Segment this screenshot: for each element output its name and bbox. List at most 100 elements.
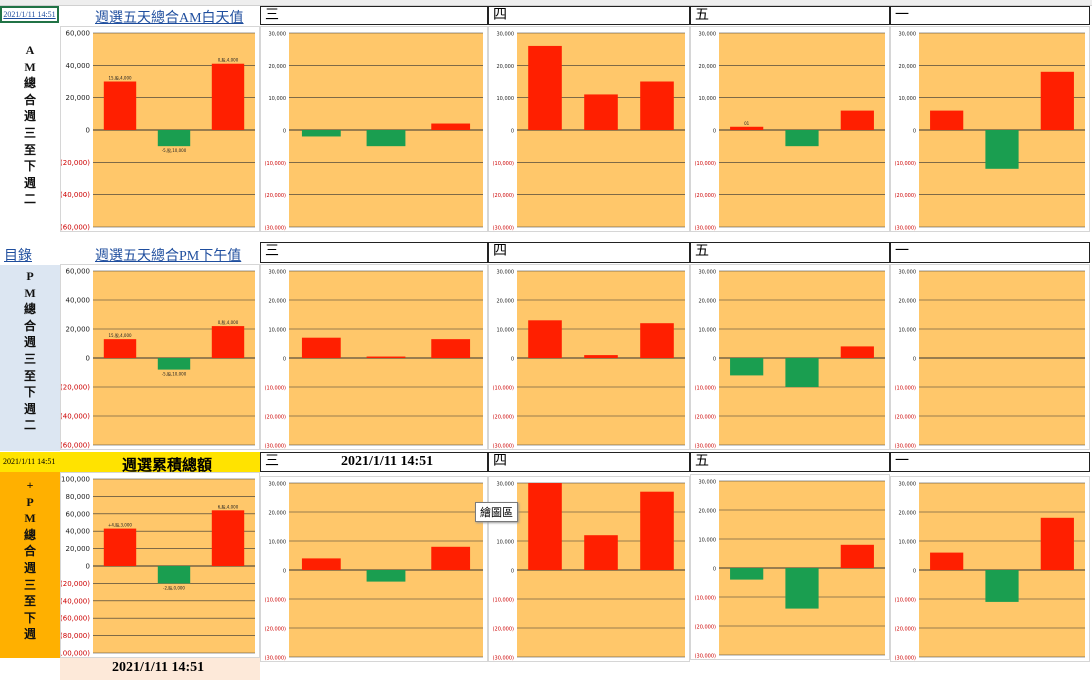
bar — [730, 126, 764, 130]
corner-timestamp-cell[interactable]: 2021/1/11 14:51 — [0, 6, 59, 23]
day-label: 一 — [895, 454, 909, 469]
y-tick-label: (20,000) — [695, 415, 716, 421]
chart-svg[interactable]: 30,00020,00010,0000(10,000)(20,000)(30,0… — [891, 265, 1089, 449]
corner-timestamp[interactable]: 2021/1/11 14:51 — [3, 10, 56, 19]
y-tick-label: 20,000 — [699, 299, 717, 305]
side-char: 下 — [23, 159, 36, 174]
chart-pm-thu[interactable]: 30,000 20,000 10,000 0 (10,000) (20,000) (30,0… — [488, 264, 690, 450]
y-tick-label: (10,000) — [895, 161, 916, 167]
chart-svg[interactable]: 30,00020,00010,0000(10,000)(20,000)(30,0… — [489, 477, 689, 661]
chart-am-fri[interactable]: 30,000 20,000 10,000 0 (10,000) (20,000) (30,0… — [690, 26, 890, 232]
y-tick-label: 0 — [713, 129, 716, 135]
side-char: 週 — [23, 109, 36, 124]
y-tick-label: (10,000) — [493, 386, 514, 392]
chart-am-mon[interactable]: 30,000 20,000 10,000 0 (10,000) (20,000) (30,0… — [890, 26, 1090, 232]
bar — [431, 123, 471, 130]
y-tick-label: (10,000) — [265, 161, 286, 167]
chart-svg[interactable]: 30,00020,00010,0000(10,000)(20,000)(30,0… — [489, 27, 689, 231]
y-tick-label: 20,000 — [699, 64, 717, 70]
y-tick-label: 0 — [86, 127, 90, 135]
y-tick-label: 10,000 — [497, 96, 515, 102]
chart-cum-sum[interactable]: 100,000 80,000 60,000 40,000 20,000 0 (20,000)… — [60, 472, 260, 658]
chart-svg[interactable]: 30,00020,00010,0000(10,000)(20,000)(30,0… — [261, 27, 487, 231]
bar — [103, 528, 137, 566]
day-label: 三 — [265, 8, 279, 23]
chart-pm-sum[interactable]: 60,000 40,000 20,000 0 (20,000) (40,000) (60,0… — [60, 264, 260, 450]
y-tick-label: (30,000) — [493, 226, 514, 232]
cum-timestamp-cell: 2021/1/11 14:51 — [3, 457, 55, 466]
chart-pm-wed[interactable]: 30,000 20,000 10,000 0 (10,000) (20,000) (30,0… — [260, 264, 488, 450]
y-tick-label: (30,000) — [265, 656, 286, 662]
chart-am-wed[interactable]: 30,000 20,000 10,000 0 (10,000) (20,000) (30,0… — [260, 26, 488, 232]
chart-svg[interactable]: 30,00020,00010,0000(10,000)(20,000)(30,0… — [691, 475, 889, 659]
y-tick-label: (60,000) — [61, 615, 90, 623]
chart-cum-fri[interactable]: 30,000 20,000 10,000 0 (10,000) (20,000) (30,0… — [690, 474, 890, 660]
cum-title: 週選累積總額 — [122, 458, 213, 474]
chart-svg[interactable]: 60,000 40,000 20,000 0 (20,000) (40,000) (60,0… — [61, 27, 259, 231]
side-char: M — [24, 511, 36, 526]
chart-pm-mon[interactable]: 30,000 20,000 10,000 0 (10,000) (20,000) (30,0… — [890, 264, 1090, 450]
day-label: 四 — [493, 8, 507, 23]
chart-am-thu[interactable]: 30,000 20,000 10,000 0 (10,000) (20,000) (30,0… — [488, 26, 690, 232]
cum-center-timestamp: 2021/1/11 14:51 — [341, 454, 434, 469]
y-tick-label: 30,000 — [699, 270, 717, 276]
bottom-timestamp-bg — [60, 658, 260, 680]
chart-svg[interactable]: 30,00020,00010,0000(10,000)(20,000)(30,0… — [261, 477, 487, 661]
y-tick-label: 20,000 — [269, 511, 287, 517]
bar — [840, 346, 874, 358]
y-tick-label: 30,000 — [899, 270, 917, 276]
am-title-link[interactable]: 週選五天總合AM白天值 — [95, 11, 244, 26]
y-tick-label: (20,000) — [61, 580, 90, 588]
chart-svg[interactable]: 60,000 40,000 20,000 0 (20,000) (40,000) (60,0… — [61, 265, 259, 449]
y-tick-label: 30,000 — [269, 270, 287, 276]
chart-svg[interactable]: 30,00020,00010,0000(10,000)(20,000)(30,0… — [891, 27, 1089, 231]
y-tick-label: (10,000) — [493, 598, 514, 604]
side-char: 至 — [23, 368, 36, 383]
chart-cum-mon[interactable]: 30,000 20,000 10,000 0 (10,000) (20,000) (30,0… — [890, 476, 1090, 662]
y-tick-label: 20,000 — [269, 64, 287, 70]
pm-title-link[interactable]: 週選五天總合PM下午值 — [95, 249, 242, 264]
pm-side-bg — [0, 265, 60, 451]
y-tick-label: 10,000 — [497, 328, 515, 334]
chart-svg[interactable]: 30,00020,00010,0000(10,000)(20,000)(30,0… — [691, 265, 889, 449]
data-label: 0,股,4,000 — [218, 320, 239, 325]
chart-cum-thu[interactable]: 30,00020,00010,0000(10,000)(20,000)(30,0… — [488, 476, 690, 662]
y-tick-label: (20,000) — [265, 415, 286, 421]
bar — [301, 337, 341, 358]
pm-side-label: P M 總 合 週 三 至 下 週 二 — [0, 268, 60, 434]
y-tick-label: 100,000 — [61, 476, 90, 484]
y-tick-label: (30,000) — [695, 226, 716, 232]
y-tick-label: 10,000 — [497, 540, 515, 546]
y-tick-label: (20,000) — [265, 193, 286, 199]
side-char: 總 — [23, 527, 36, 542]
side-char: 至 — [23, 594, 36, 609]
y-tick-label: 10,000 — [899, 96, 917, 102]
bar — [640, 491, 674, 570]
chart-pm-fri[interactable]: 30,000 20,000 10,000 0 (10,000) (20,000) (30,0… — [690, 264, 890, 450]
y-tick-label: (60,000) — [61, 224, 90, 232]
chart-svg[interactable]: 30,00020,00010,0000(10,000)(20,000)(30,0… — [891, 477, 1089, 661]
y-tick-label: (20,000) — [61, 384, 90, 392]
bar — [366, 130, 406, 147]
chart-am-sum[interactable]: 60,000 40,000 20,000 0 (20,000) (40,000) (60,0… — [60, 26, 260, 232]
side-char: 三 — [23, 577, 36, 592]
y-tick-label: 60,000 — [66, 268, 91, 276]
chart-svg[interactable]: 30,00020,00010,0000(10,000)(20,000)(30,0… — [489, 265, 689, 449]
bar — [640, 323, 674, 358]
toc-link[interactable]: 目錄 — [4, 249, 32, 264]
chart-svg[interactable]: 30,00020,00010,0000(10,000)(20,000)(30,0… — [261, 265, 487, 449]
y-tick-label: 60,000 — [66, 30, 91, 38]
y-tick-label: (60,000) — [61, 442, 90, 450]
day-label: 三 — [265, 244, 279, 259]
cum-header-fri: 五 — [690, 452, 890, 472]
chart-cum-wed[interactable]: 30,000 20,000 10,000 0 (10,000) (20,000) (30,0… — [260, 476, 488, 662]
chart-svg[interactable]: 30,00020,00010,0000(10,000)(20,000)(30,0… — [691, 27, 889, 231]
y-tick-label: 10,000 — [899, 540, 917, 546]
bar — [211, 326, 245, 358]
y-tick-label: 20,000 — [269, 299, 287, 305]
y-tick-label: (20,000) — [695, 625, 716, 631]
bar — [930, 552, 964, 570]
chart-svg[interactable]: 100,000 80,000 60,000 40,000 20,000 0 (20,000)… — [61, 473, 259, 657]
y-tick-label: 10,000 — [269, 540, 287, 546]
y-tick-label: (30,000) — [265, 444, 286, 450]
